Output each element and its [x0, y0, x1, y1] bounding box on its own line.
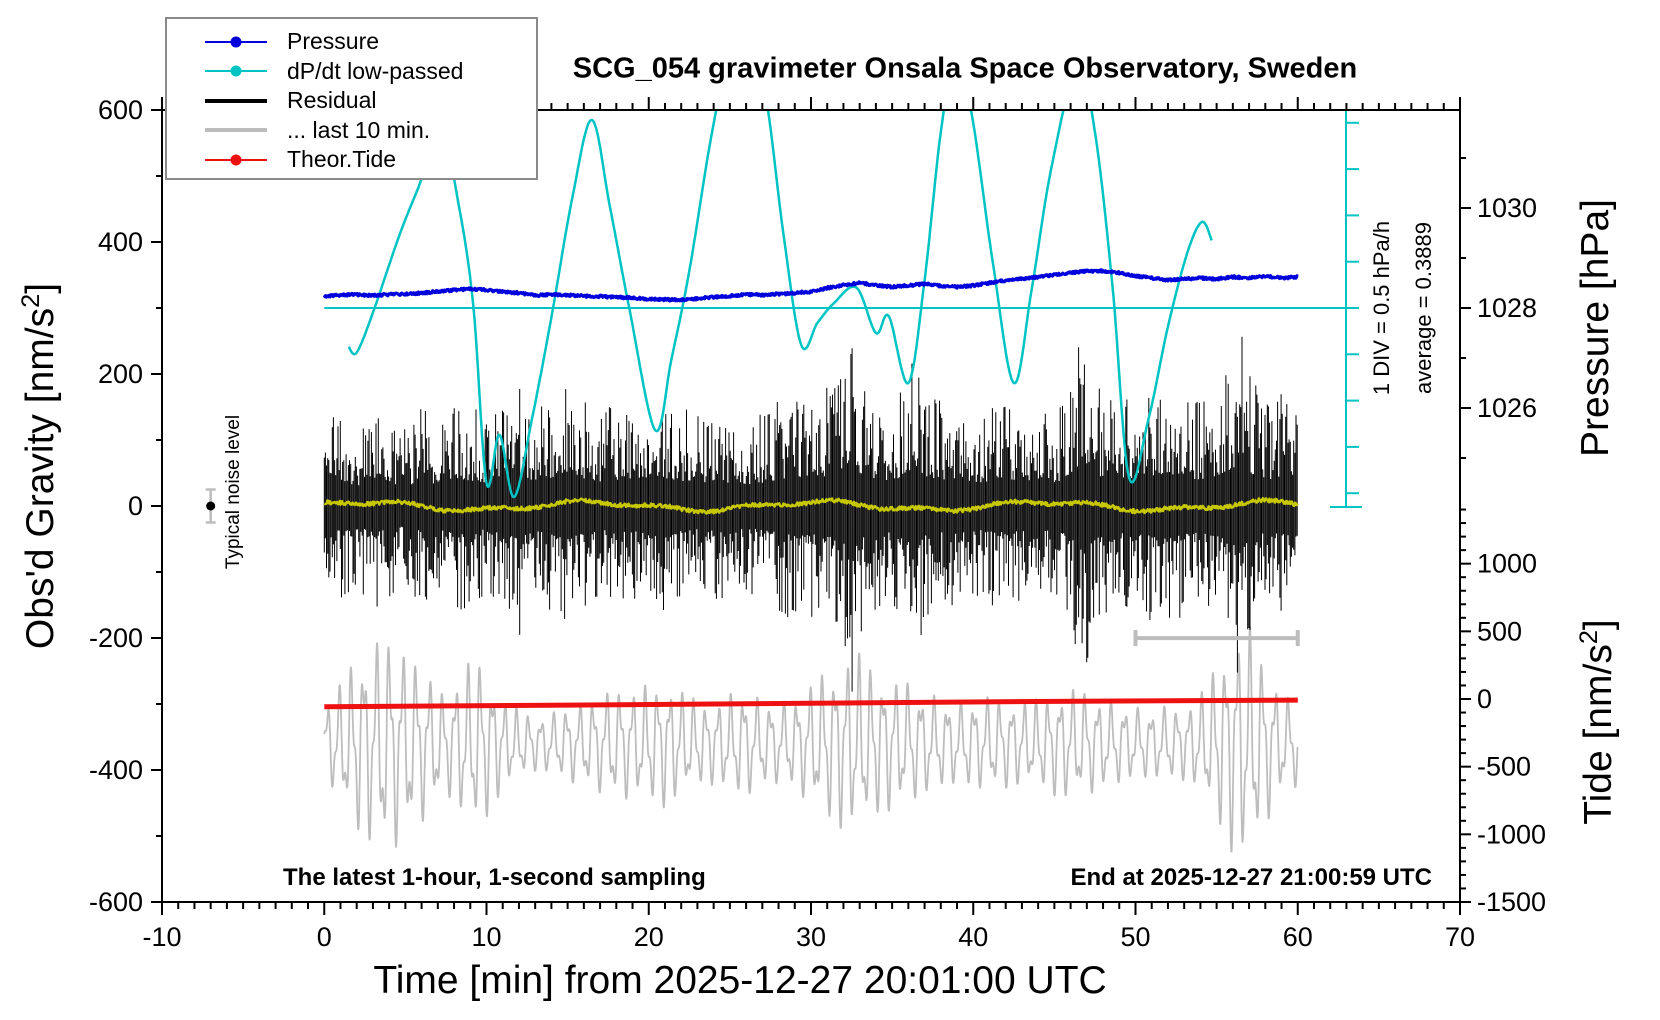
residual-lowpass-trace	[323, 496, 1299, 515]
tick-label: 30	[796, 922, 826, 952]
tick-label: 400	[98, 227, 143, 257]
tick-label: -1500	[1477, 887, 1546, 917]
tick-label: -400	[89, 755, 143, 785]
last10-trace	[323, 626, 1299, 853]
tick-label: 0	[128, 491, 143, 521]
gravity-axis-label-text: Obs'd Gravity [nm/s	[19, 307, 62, 650]
end-time-note: End at 2025-12-27 21:00:59 UTC	[1070, 864, 1433, 891]
chart-title: SCG_054 gravimeter Onsala Space Observat…	[572, 52, 1358, 85]
gravity-axis-label-close: ]	[19, 282, 62, 294]
last10-window-bar	[1133, 630, 1300, 647]
tick-label: 200	[98, 359, 143, 389]
last10-line-icon	[205, 124, 267, 136]
tick-label: 40	[958, 922, 988, 952]
tide-axis-label: Tide [nm/s2]	[1575, 619, 1621, 825]
pressure-line-icon	[205, 36, 267, 48]
legend-label: Residual	[287, 87, 377, 114]
legend-item-pressure: Pressure	[167, 27, 536, 57]
tick-label: -10	[142, 922, 181, 952]
axes: -10 0 10 20 30 40 50 60 70 600 400 200 0 -200 -400 -600…	[89, 95, 1546, 952]
legend-label: Pressure	[287, 28, 380, 55]
tick-label: -1000	[1477, 819, 1546, 849]
pressure-axis-label: Pressure [hPa]	[1574, 199, 1617, 457]
tick-label: 1026	[1477, 393, 1537, 423]
sampling-note: The latest 1-hour, 1-second sampling	[283, 864, 706, 891]
series-layer	[322, 110, 1346, 853]
tick-label: 20	[634, 922, 664, 952]
residual-line-icon	[205, 95, 267, 107]
tide-axis-label-close: ]	[1577, 619, 1620, 631]
tick-label: 500	[1477, 616, 1522, 646]
pressure-trace	[322, 268, 1299, 303]
tick-label: -600	[89, 887, 143, 917]
legend-label: ... last 10 min.	[287, 116, 431, 143]
tide-line-icon	[205, 154, 267, 166]
legend-item-residual: Residual	[167, 86, 536, 116]
legend-label: dP/dt low-passed	[287, 57, 464, 84]
dpdt-line-icon	[205, 65, 267, 77]
gravity-axis-label-sup: 2	[17, 293, 45, 308]
tick-label: 1030	[1477, 193, 1537, 223]
tide-axis-label-text: Tide [nm/s	[1577, 644, 1620, 825]
noise-level-marker	[205, 488, 216, 524]
tick-label: 1000	[1477, 549, 1537, 579]
legend-item-last10: ... last 10 min.	[167, 116, 536, 146]
scalebar-div-label: 1 DIV = 0.5 hPa/h	[1369, 220, 1394, 396]
tick-label: 50	[1120, 922, 1150, 952]
tick-label: 10	[471, 922, 501, 952]
tick-label: 60	[1283, 922, 1313, 952]
tick-label: -500	[1477, 752, 1531, 782]
tick-label: 1028	[1477, 293, 1537, 323]
x-axis-label: Time [min] from 2025-12-27 20:01:00 UTC	[373, 959, 1107, 1002]
tick-label: 600	[98, 95, 143, 125]
legend-item-tide: Theor.Tide	[167, 145, 536, 175]
legend-item-dpdt: dP/dt low-passed	[167, 57, 536, 87]
noise-level-label: Typical noise level	[223, 414, 244, 570]
theor-tide-line	[324, 697, 1298, 710]
gravity-axis-label: Obs'd Gravity [nm/s2]	[17, 283, 63, 649]
legend-label: Theor.Tide	[287, 146, 397, 173]
tick-label: 0	[1477, 684, 1492, 714]
scalebar-average-label: average = 0.3889	[1411, 222, 1436, 394]
dpdt-trace	[347, 110, 1213, 499]
tide-axis-label-sup: 2	[1575, 630, 1603, 645]
legend-box: Pressure dP/dt low-passed Residual ... l…	[165, 17, 538, 180]
tick-label: -200	[89, 623, 143, 653]
tick-label: 0	[317, 922, 332, 952]
tick-label: 70	[1445, 922, 1475, 952]
